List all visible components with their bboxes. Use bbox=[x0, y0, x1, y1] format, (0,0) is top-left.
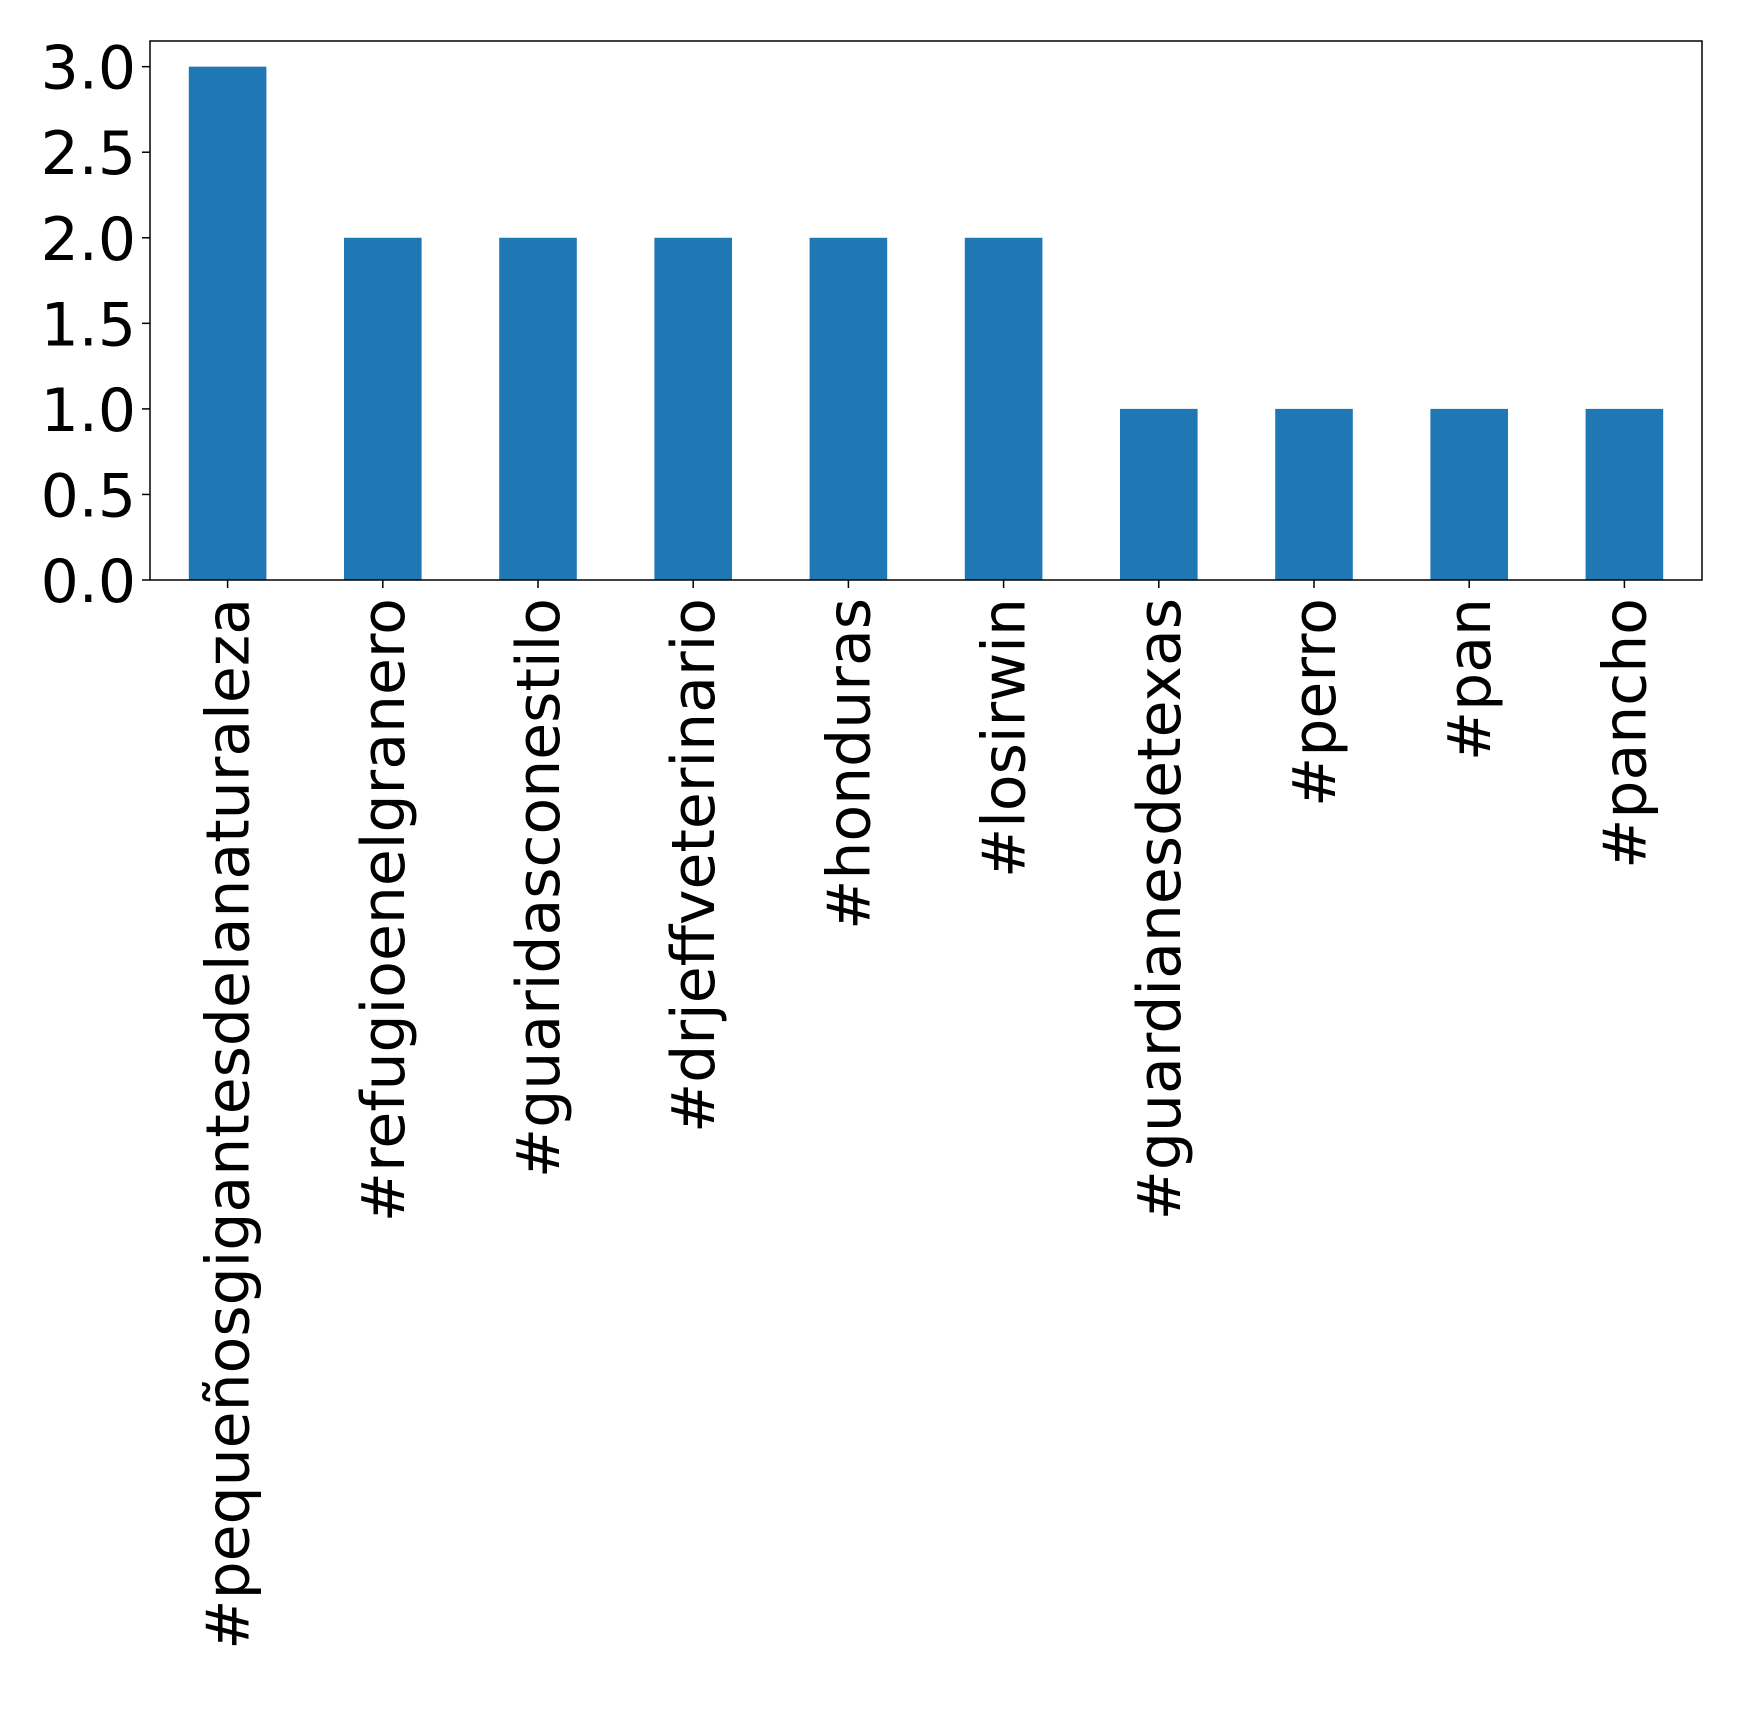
x-tick-label: #guardianesdetexas bbox=[1125, 598, 1195, 1220]
y-tick-label: 2.5 bbox=[41, 119, 136, 189]
y-tick-label: 0.0 bbox=[41, 547, 136, 617]
bar bbox=[654, 237, 732, 580]
y-tick-label: 3.0 bbox=[41, 34, 136, 104]
bar bbox=[809, 237, 888, 580]
x-tick-label: #perro bbox=[1280, 598, 1350, 807]
y-tick-label: 1.5 bbox=[41, 290, 136, 360]
bar bbox=[499, 237, 577, 580]
x-tick-label: #losirwin bbox=[970, 598, 1040, 878]
y-tick-label: 0.5 bbox=[41, 461, 136, 531]
bar bbox=[188, 66, 267, 580]
x-tick-label: #pancho bbox=[1590, 598, 1660, 869]
bar bbox=[344, 237, 422, 580]
y-tick-label: 2.0 bbox=[41, 205, 136, 275]
x-tick-label: #refugioenelgranero bbox=[349, 598, 419, 1222]
x-tick-label: #pan bbox=[1435, 598, 1505, 761]
bars-group bbox=[188, 66, 1664, 580]
bar bbox=[964, 237, 1043, 580]
plot-frame bbox=[149, 40, 1703, 581]
x-tick-label: #drjeffveterinario bbox=[659, 598, 729, 1133]
bar bbox=[1275, 408, 1353, 580]
bar bbox=[1430, 408, 1508, 580]
x-tick-label: #pequeñosgigantesdelanaturaleza bbox=[194, 598, 264, 1650]
x-tick-label: #guaridasconestilo bbox=[504, 598, 574, 1178]
bar bbox=[1585, 408, 1664, 580]
bar bbox=[1120, 408, 1198, 580]
x-tick-label: #honduras bbox=[814, 598, 884, 930]
y-axis: 0.0 0.5 1.0 1.5 2.0 2.5 3.0 bbox=[41, 34, 150, 617]
x-axis: #pequeñosgigantesdelanaturaleza #refugioe… bbox=[194, 580, 1660, 1650]
y-tick-label: 1.0 bbox=[41, 376, 136, 446]
